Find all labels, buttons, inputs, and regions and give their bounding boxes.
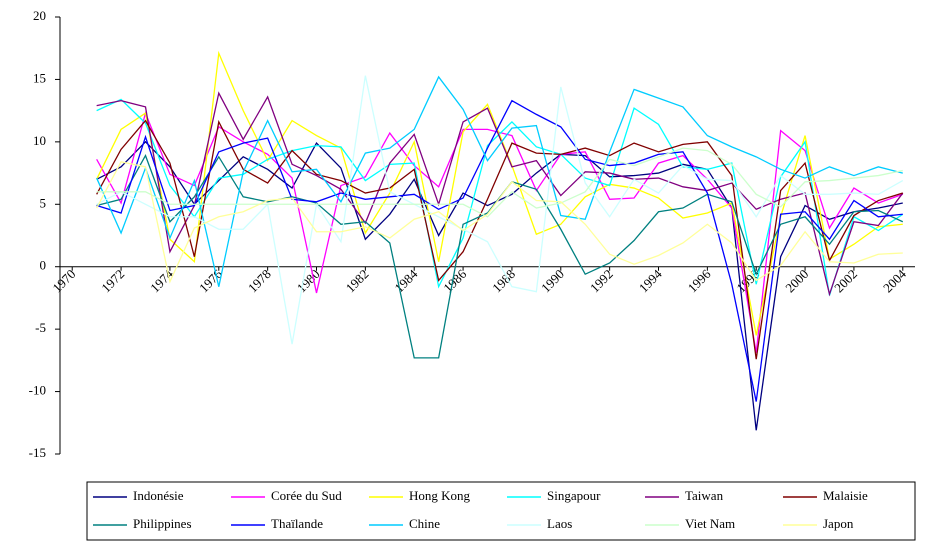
legend-label: Japon — [823, 516, 854, 531]
x-tick-label: 1996 — [685, 266, 714, 295]
legend-label: Indonésie — [133, 488, 184, 503]
x-tick-label: 1970 — [49, 266, 78, 295]
series-line — [96, 154, 904, 359]
series-line — [96, 111, 904, 353]
x-tick-label: 2004 — [880, 266, 909, 295]
x-tick-label: 2000 — [782, 266, 811, 295]
y-tick-label: -15 — [29, 445, 46, 460]
x-tick-label: 1992 — [587, 266, 616, 295]
y-tick-label: -10 — [29, 383, 46, 398]
legend-label: Philippines — [133, 516, 192, 531]
series-line — [96, 99, 903, 402]
y-tick-label: 10 — [33, 133, 46, 148]
legend-label: Malaisie — [823, 488, 868, 503]
legend-label: Thaïlande — [271, 516, 323, 531]
legend-label: Viet Nam — [685, 516, 735, 531]
y-tick-label: 15 — [33, 70, 46, 85]
x-tick-label: 1974 — [147, 266, 176, 295]
y-tick-label: 0 — [40, 258, 47, 273]
series-line — [96, 147, 903, 218]
x-tick-label: 1978 — [245, 266, 274, 295]
legend-label: Corée du Sud — [271, 488, 342, 503]
series-line — [96, 119, 903, 360]
x-tick-label: 1990 — [538, 266, 567, 295]
series-line — [96, 75, 904, 345]
x-tick-label: 1980 — [294, 266, 323, 295]
legend-label: Taiwan — [685, 488, 724, 503]
series-line — [96, 140, 903, 431]
legend-label: Laos — [547, 516, 572, 531]
y-tick-label: 5 — [40, 195, 47, 210]
y-tick-label: -5 — [35, 320, 46, 335]
x-tick-label: 2002 — [831, 266, 860, 295]
legend-label: Singapour — [547, 488, 601, 503]
x-tick-label: 1976 — [196, 266, 225, 295]
x-tick-label: 1982 — [343, 266, 372, 295]
legend-label: Chine — [409, 516, 440, 531]
legend-box — [86, 481, 916, 541]
series-line — [96, 161, 903, 284]
x-tick-label: 1994 — [636, 266, 665, 295]
x-tick-label: 1972 — [98, 266, 127, 295]
series-line — [96, 91, 904, 297]
legend-label: Hong Kong — [409, 488, 471, 503]
y-tick-label: 20 — [33, 8, 46, 23]
